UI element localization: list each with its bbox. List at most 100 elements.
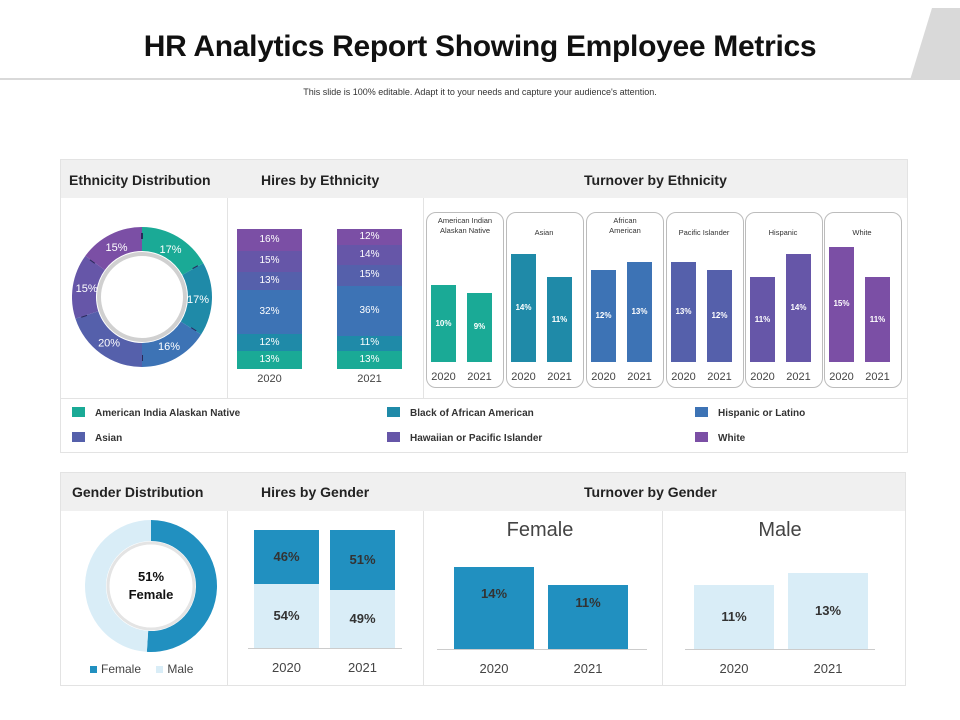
- year-label: 2021: [573, 661, 603, 676]
- turnover-gender-label: 11%: [721, 608, 747, 624]
- axis-line: [685, 649, 875, 650]
- turnover-card-title: White: [852, 228, 872, 237]
- turnover-gender-bar: [788, 572, 868, 649]
- divider: [423, 198, 424, 398]
- year-label: 2020: [671, 371, 696, 383]
- turnover-gender-label: 13%: [814, 602, 842, 618]
- legend-label-female: Female: [101, 662, 142, 676]
- turnover-bar: [707, 269, 732, 362]
- stacked-bar-segment: [237, 334, 302, 351]
- stacked-bar-label: 13%: [359, 353, 380, 365]
- donut-slice: [142, 227, 204, 275]
- gender-panel-header: [61, 473, 905, 511]
- legend-swatch: [387, 407, 400, 417]
- corner-decoration: [910, 8, 960, 80]
- stacked-bar-segment: [237, 271, 302, 290]
- year-label: 2020: [750, 371, 775, 383]
- turnover-gender-label: 14%: [480, 586, 508, 602]
- turnover-bar-label: 12%: [595, 310, 612, 320]
- turnover-bar-label: 14%: [515, 303, 532, 313]
- stacked-bar-label: 13%: [259, 353, 280, 365]
- year-label: 2021: [467, 371, 492, 383]
- turnover-male-title: Male: [758, 519, 802, 541]
- legend-swatch: [72, 432, 85, 442]
- donut-slice-label: 17%: [187, 294, 209, 306]
- stacked-bar-label: 51%: [349, 552, 376, 568]
- stacked-bar-label: 13%: [259, 274, 280, 286]
- title-divider: [0, 78, 915, 80]
- donut-slice-label: 20%: [98, 337, 120, 349]
- turnover-bar-label: 13%: [675, 306, 692, 316]
- legend-label: Hawaiian or Pacific Islander: [410, 433, 543, 444]
- stacked-bar-segment: [337, 350, 402, 369]
- stacked-bar-label: 12%: [359, 230, 380, 242]
- donut-slice-label: 17%: [159, 244, 181, 256]
- stacked-bar-label: 54%: [273, 608, 300, 624]
- stacked-bar-segment: [337, 245, 402, 265]
- stacked-bar-segment: [337, 228, 402, 246]
- stacked-bar-label: 12%: [259, 336, 280, 348]
- turnover-gender-bar: [694, 584, 774, 649]
- donut-hole: [97, 252, 187, 342]
- gender-donut-chart: [84, 520, 217, 652]
- turnover-card-title: American Indian Alaskan Native: [437, 216, 493, 235]
- year-label: 2020: [431, 371, 456, 383]
- year-label: 2021: [813, 661, 843, 676]
- turnover-bar: [671, 261, 696, 362]
- legend-label-male: Male: [167, 662, 194, 676]
- legend-swatch: [695, 432, 708, 442]
- stacked-bar-segment: [254, 584, 319, 648]
- donut-slice: [84, 520, 151, 652]
- hires-by-ethnicity-heading: Hires by Ethnicity: [261, 172, 380, 188]
- turnover-bar-label: 10%: [435, 318, 452, 328]
- donut-tick: [190, 327, 197, 333]
- page-title: HR Analytics Report Showing Employee Met…: [143, 30, 817, 63]
- donut-tick: [80, 313, 88, 318]
- stacked-bar-segment: [330, 530, 395, 591]
- legend-item: Asian: [72, 432, 122, 444]
- stacked-bar-label: 36%: [359, 304, 380, 316]
- legend-item: Hawaiian or Pacific Islander: [387, 432, 542, 444]
- turnover-bar: [786, 254, 811, 362]
- year-label: 2020: [272, 660, 301, 675]
- gender-legend: Female Male: [90, 662, 193, 676]
- year-label: 2020: [829, 371, 854, 383]
- donut-slice-label: 15%: [106, 242, 128, 254]
- stacked-bar-label: 15%: [259, 255, 280, 267]
- gender-donut-center-value: 51%: [137, 569, 165, 584]
- turnover-bar: [431, 285, 456, 362]
- turnover-bar-label: 14%: [790, 303, 807, 313]
- donut-tick: [89, 258, 96, 264]
- legend-swatch-male: [156, 666, 164, 673]
- stacked-bar-segment: [237, 350, 302, 369]
- donut-slice-label: 16%: [158, 341, 180, 353]
- turnover-by-gender-heading: Turnover by Gender: [584, 484, 717, 500]
- turnover-bar: [511, 254, 536, 362]
- year-label: 2021: [627, 371, 652, 383]
- donut-slice: [75, 311, 142, 367]
- turnover-gender-bar: [454, 567, 534, 649]
- turnover-bar: [627, 261, 652, 362]
- turnover-card-title: African American: [609, 216, 641, 235]
- legend-item: American India Alaskan Native: [72, 407, 240, 419]
- divider: [227, 198, 228, 398]
- donut-slice: [146, 520, 217, 652]
- legend-item: Hispanic or Latino: [695, 407, 805, 419]
- turnover-card-title: Hispanic: [768, 228, 798, 237]
- turnover-bar: [829, 246, 854, 362]
- turnover-bar-label: 11%: [754, 314, 771, 324]
- turnover-gender-label: 11%: [575, 594, 601, 610]
- stacked-bar-label: 16%: [259, 233, 280, 245]
- ethnicity-distribution-heading: Ethnicity Distribution: [69, 172, 211, 188]
- year-label: 2020: [257, 373, 282, 385]
- stacked-bar-segment: [237, 289, 302, 335]
- stacked-bar-segment: [337, 264, 402, 286]
- axis-line: [437, 649, 647, 650]
- year-label: 2021: [357, 373, 382, 385]
- turnover-card-title: Asian: [534, 228, 554, 237]
- stacked-bar-segment: [337, 335, 402, 351]
- stacked-bar-label: 11%: [359, 337, 380, 349]
- gender-donut-center-label: Female: [128, 587, 174, 602]
- turnover-bar-label: 11%: [551, 314, 568, 324]
- year-label: 2020: [719, 661, 749, 676]
